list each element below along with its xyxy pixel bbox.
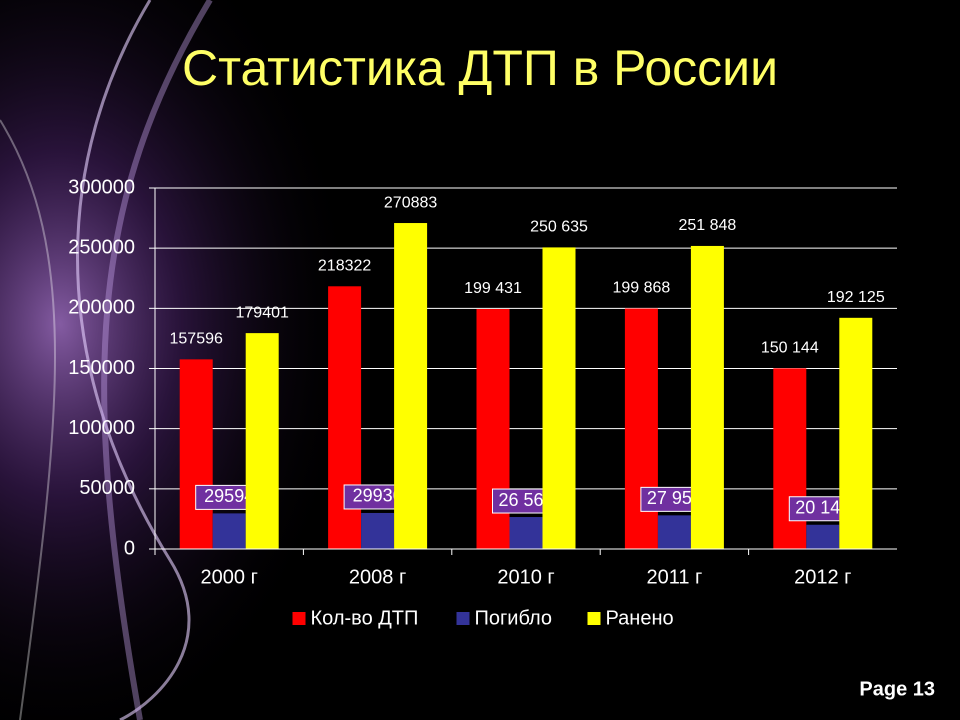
value-label: 192 125 [827,289,885,306]
value-label: 270883 [384,194,437,211]
chart: 0 50000 100000 150000 200000 250000 300000 2000… [68,176,897,629]
value-label: 199 868 [612,280,670,297]
bar [394,223,428,549]
swirl [76,0,191,720]
legend-swatch [587,612,601,625]
y-tick-label: 50000 [79,477,135,499]
value-label: 157596 [170,331,223,348]
value-label: 150 144 [761,340,819,357]
value-label: 20 143 [795,498,850,518]
value-label: 251 848 [678,217,736,234]
legend-swatch [292,612,306,625]
legend-label: Кол-во ДТП [311,607,419,629]
y-tick-label: 150000 [68,357,135,379]
y-tick-label: 300000 [68,176,135,198]
swirl [101,0,213,720]
y-tick-label: 250000 [68,236,135,258]
bar [839,317,873,549]
y-tick-label: 100000 [68,417,135,439]
x-tick-label: 2010 г [497,566,554,588]
bar [245,333,279,549]
x-tick-label: 2008 г [349,566,406,588]
value-label: 250 635 [530,219,588,236]
legend-label: Погибло [475,607,553,629]
y-tick-label: 0 [124,537,135,559]
value-label: 218322 [318,258,371,275]
bar [542,247,576,549]
legend-swatch [456,612,470,625]
value-label: 29936 [353,486,403,506]
y-tick-label: 200000 [68,297,135,319]
value-label: 199 431 [464,280,522,297]
legend-label: Ранено [606,607,674,629]
bar [657,515,691,549]
x-tick-label: 2012 г [794,566,851,588]
value-label: 179401 [236,304,289,321]
value-label: 26 567 [498,490,553,510]
bar [361,512,395,549]
x-tick-label: 2000 г [201,566,258,588]
x-tick-label: 2011 г [646,566,702,588]
value-label: 29594 [204,486,254,506]
value-label: 27 953 [647,488,702,508]
chart-title: Статистика ДТП в России [182,40,778,96]
bar [690,245,724,549]
bar [773,368,807,549]
bar [212,513,246,549]
bar [509,517,543,549]
bar [179,359,213,549]
bar [328,286,362,549]
page-number: Page 13 [859,678,935,700]
swirl [0,119,56,720]
bar [806,524,840,549]
bar [624,308,658,549]
